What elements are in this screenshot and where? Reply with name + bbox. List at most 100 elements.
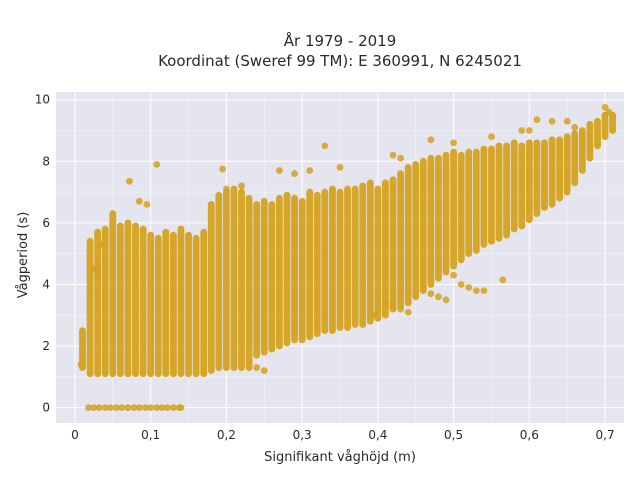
- data-point: [90, 404, 98, 412]
- data-point: [499, 276, 507, 284]
- y-tick-label: 0: [42, 401, 50, 415]
- data-point: [113, 404, 120, 412]
- data-point: [480, 287, 488, 294]
- data-point: [153, 160, 161, 168]
- data-point: [169, 404, 177, 412]
- data-point-column: [268, 200, 276, 353]
- data-point: [291, 170, 298, 177]
- data-point: [601, 103, 609, 111]
- y-tick-label: 8: [42, 154, 50, 168]
- data-point-column: [404, 164, 412, 307]
- data-point: [118, 404, 126, 412]
- data-point: [404, 308, 412, 316]
- data-point-column: [192, 234, 200, 378]
- data-point-column: [185, 231, 192, 378]
- data-point-column: [306, 188, 314, 341]
- data-point-column: [594, 117, 601, 150]
- data-point: [457, 281, 465, 288]
- data-point-column: [450, 148, 457, 270]
- data-point-column: [435, 154, 442, 282]
- data-point-column: [359, 182, 367, 328]
- y-tick-label: 4: [42, 277, 50, 291]
- data-point-column: [124, 219, 132, 378]
- data-point: [253, 364, 261, 371]
- data-point: [571, 124, 579, 131]
- data-point-column: [154, 234, 162, 378]
- data-point-column: [313, 191, 321, 338]
- data-point-column: [419, 157, 427, 294]
- y-tick-label: 6: [42, 216, 50, 230]
- data-point: [177, 404, 185, 412]
- data-point: [98, 241, 105, 248]
- y-axis-label: Vågperiod (s): [16, 212, 31, 299]
- data-point: [107, 404, 114, 412]
- data-point-column: [147, 231, 155, 378]
- data-point-column: [571, 130, 579, 187]
- data-point-column: [382, 179, 389, 319]
- data-point-column: [472, 148, 480, 254]
- data-point-column: [260, 197, 268, 356]
- x-tick-label: 0,6: [520, 428, 539, 442]
- data-point: [90, 265, 98, 273]
- data-point: [450, 271, 457, 279]
- data-point-column: [556, 136, 564, 202]
- data-point-column: [541, 139, 548, 211]
- x-tick-label: 0,3: [293, 428, 312, 442]
- data-point-column: [374, 185, 382, 322]
- data-point: [276, 167, 283, 174]
- data-point: [321, 142, 329, 150]
- data-point: [548, 117, 556, 125]
- chart-title-line1: År 1979 - 2019: [284, 31, 397, 50]
- data-point-column: [230, 185, 238, 371]
- data-point-column: [609, 111, 617, 134]
- data-point-column: [298, 197, 306, 344]
- data-point-column: [283, 191, 291, 347]
- data-point: [465, 284, 473, 291]
- data-point: [77, 361, 85, 368]
- data-point: [382, 299, 389, 307]
- data-point: [419, 284, 427, 291]
- x-tick-label: 0: [71, 428, 79, 442]
- data-point: [238, 182, 245, 190]
- data-point: [518, 127, 526, 134]
- data-point: [563, 117, 571, 125]
- data-point-column: [245, 194, 253, 371]
- data-point-column: [397, 170, 404, 310]
- data-point-column: [510, 139, 518, 233]
- data-point-column: [442, 151, 450, 276]
- data-point-column: [465, 148, 473, 258]
- x-tick-label: 0,2: [217, 428, 236, 442]
- y-tick-label: 2: [42, 339, 50, 353]
- data-point: [163, 404, 171, 412]
- data-point-column: [321, 188, 329, 335]
- x-tick-label: 0,1: [141, 428, 160, 442]
- data-point-column: [86, 237, 94, 378]
- data-point-column: [503, 142, 511, 239]
- data-point: [389, 151, 397, 159]
- data-point: [472, 287, 480, 294]
- data-point: [306, 167, 314, 174]
- data-point: [260, 367, 268, 375]
- data-point: [130, 404, 138, 412]
- data-point: [126, 177, 133, 185]
- data-point: [85, 404, 92, 412]
- data-point: [389, 302, 397, 310]
- x-tick-label: 0,4: [368, 428, 387, 442]
- x-tick-label: 0,5: [444, 428, 463, 442]
- data-point: [488, 133, 495, 141]
- data-point-column: [480, 145, 488, 248]
- data-point-column: [291, 194, 298, 344]
- data-point-column: [525, 139, 533, 224]
- data-point: [450, 139, 457, 147]
- data-point: [219, 165, 227, 173]
- data-point-column: [132, 222, 139, 378]
- data-point-column: [215, 191, 223, 371]
- data-point: [223, 185, 230, 193]
- data-point-column: [457, 151, 465, 264]
- data-point-column: [488, 145, 495, 245]
- data-point: [86, 287, 94, 294]
- data-point-column: [366, 179, 374, 325]
- data-point-column: [177, 225, 185, 378]
